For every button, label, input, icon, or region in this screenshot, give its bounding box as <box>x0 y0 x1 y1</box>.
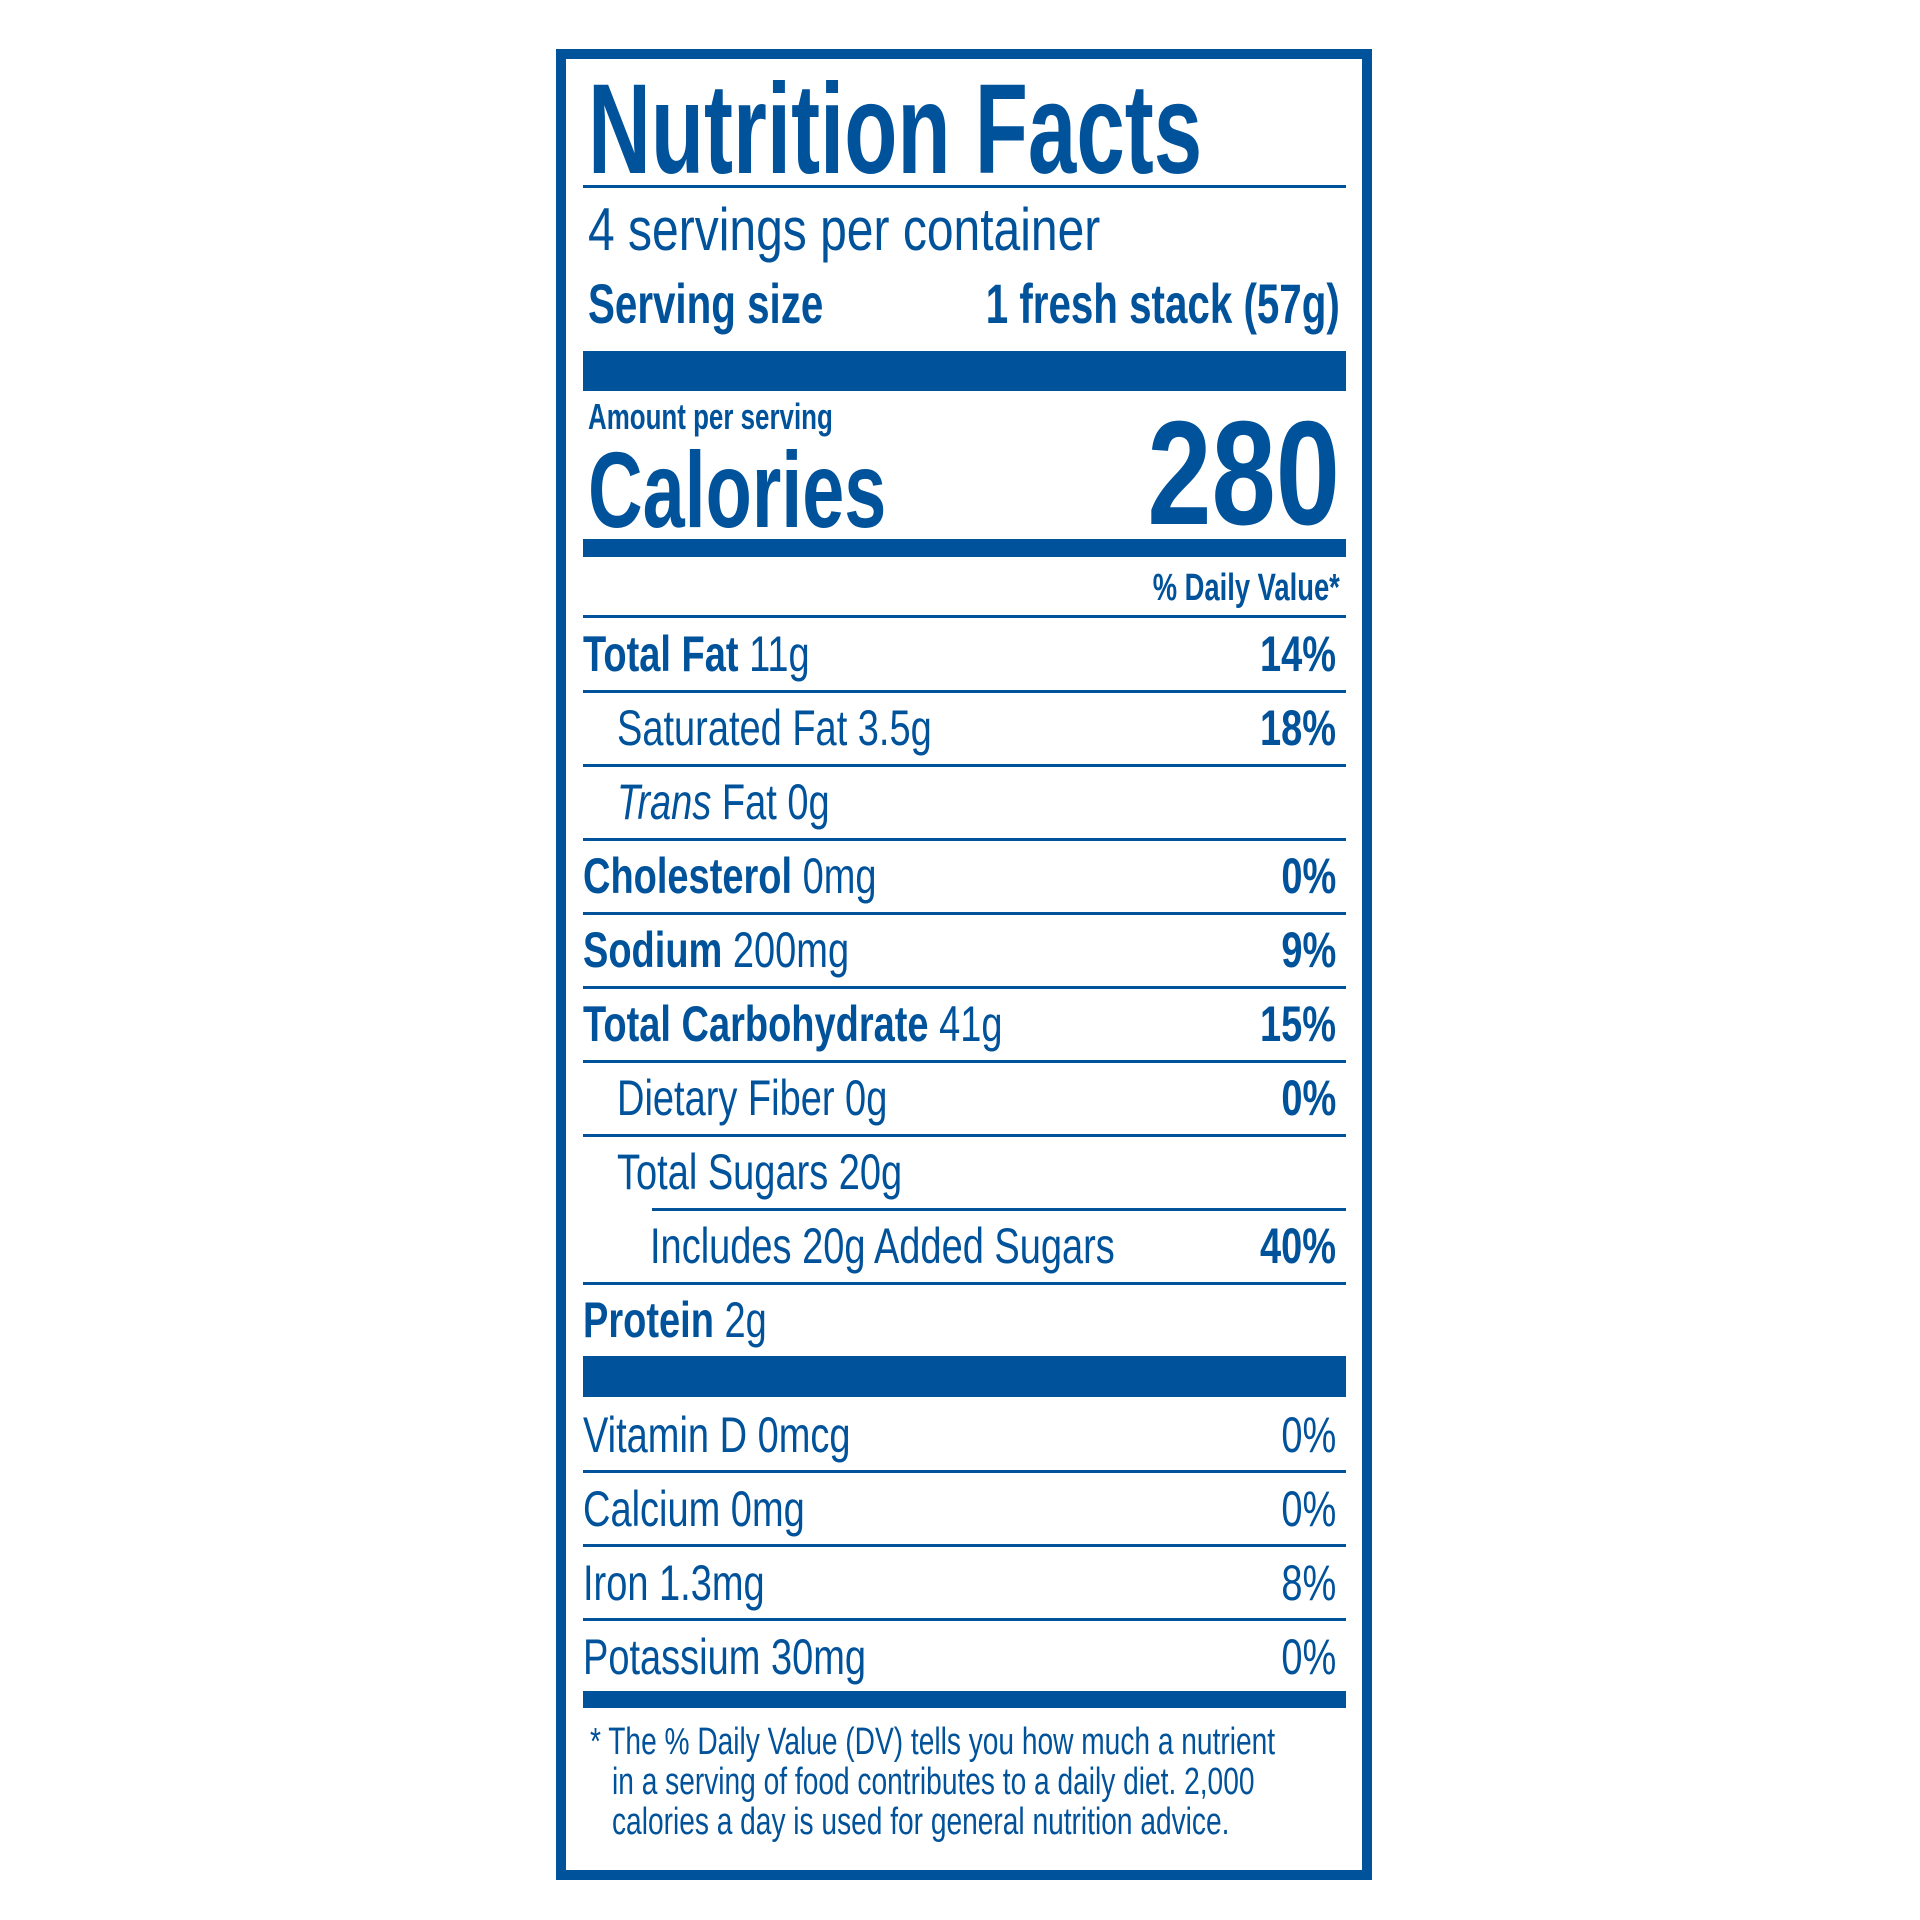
nutrient-dv: 0% <box>1281 1070 1336 1126</box>
vitamin-dv: 8% <box>1281 1555 1336 1611</box>
nutrient-amount: 11g <box>749 626 810 682</box>
nutrient-dv: 14% <box>1259 626 1336 682</box>
footnote: * The % Daily Value (DV) tells you how m… <box>590 1722 1516 1842</box>
divider <box>583 912 1346 915</box>
nutrient-amount: 200mg <box>732 922 850 978</box>
nutrient-row-sodium: Sodium 200mg 9% <box>583 913 1346 987</box>
nutrient-name: Dietary Fiber 0g <box>617 1070 888 1126</box>
nutrient-dv: 18% <box>1259 700 1336 756</box>
footnote-line: * The % Daily Value (DV) tells you how m… <box>590 1721 1276 1763</box>
nutrient-row-protein: Protein 2g <box>583 1283 1346 1357</box>
nutrient-name: Cholesterol <box>583 848 793 904</box>
vitamin-row-iron: Iron 1.3mg 8% <box>583 1546 1346 1620</box>
serving-size-label: Serving size <box>588 272 824 335</box>
serving-size-row: Serving size 1 fresh stack (57g) <box>588 272 1340 336</box>
thick-bar <box>583 351 1346 391</box>
vitamin-name: Vitamin D 0mcg <box>583 1407 851 1463</box>
nutrient-row-saturated-fat: Saturated Fat 3.5g 18% <box>583 691 1346 765</box>
vitamin-row-vitamin-d: Vitamin D 0mcg 0% <box>583 1398 1346 1472</box>
servings-per-container: 4 servings per container <box>588 198 1228 262</box>
nutrient-dv: 0% <box>1281 848 1336 904</box>
divider <box>583 1470 1346 1473</box>
nutrient-amount: 41g <box>939 996 1003 1052</box>
divider <box>583 185 1346 188</box>
nutrient-row-trans-fat: Trans Fat 0g <box>583 765 1346 839</box>
vitamin-row-potassium: Potassium 30mg 0% <box>583 1620 1346 1694</box>
divider <box>583 986 1346 989</box>
thick-bar <box>583 1356 1346 1397</box>
nutrient-name: Fat 0g <box>721 774 830 830</box>
amount-per-serving-text: Amount per serving <box>588 396 833 437</box>
medium-bar <box>583 1691 1346 1708</box>
nutrition-facts-panel <box>556 49 1372 1880</box>
nutrient-row-total-fat: Total Fat 11g 14% <box>583 617 1346 691</box>
nutrient-name: Saturated Fat 3.5g <box>617 700 932 756</box>
nutrient-name: Includes 20g Added Sugars <box>650 1218 1115 1274</box>
nutrient-dv: 9% <box>1281 922 1336 978</box>
nutrient-row-cholesterol: Cholesterol 0mg 0% <box>583 839 1346 913</box>
vitamin-name: Potassium 30mg <box>583 1629 867 1685</box>
calories-text: Calories <box>588 429 887 550</box>
calories-label: Calories <box>588 429 1014 550</box>
divider <box>583 1544 1346 1547</box>
nutrient-row-dietary-fiber: Dietary Fiber 0g 0% <box>583 1061 1346 1135</box>
nutrient-row-added-sugars: Includes 20g Added Sugars 40% <box>583 1209 1346 1283</box>
vitamin-name: Iron 1.3mg <box>583 1555 765 1611</box>
footnote-line: calories a day is used for general nutri… <box>612 1801 1230 1843</box>
divider <box>583 764 1346 767</box>
daily-value-header: % Daily Value* <box>1080 568 1340 608</box>
nutrient-name: Total Fat <box>583 626 739 682</box>
nutrient-amount: 0mg <box>802 848 877 904</box>
footnote-line: in a serving of food contributes to a da… <box>612 1761 1255 1803</box>
nutrient-dv: 40% <box>1259 1218 1336 1274</box>
divider <box>583 690 1346 693</box>
title-text: Nutrition Facts <box>588 58 1203 201</box>
nutrient-name: Total Sugars 20g <box>617 1144 903 1200</box>
nutrient-name-italic: Trans <box>617 774 712 830</box>
calories-value: 280 <box>1093 391 1340 556</box>
nutrient-name: Sodium <box>583 922 723 978</box>
divider <box>583 1060 1346 1063</box>
nutrient-name: Protein <box>583 1292 714 1348</box>
servings-text: 4 servings per container <box>588 196 1101 263</box>
title: Nutrition Facts <box>588 66 1491 194</box>
nutrient-amount: 2g <box>724 1292 767 1348</box>
divider <box>583 615 1346 618</box>
nutrient-row-total-carbohydrate: Total Carbohydrate 41g 15% <box>583 987 1346 1061</box>
nutrient-dv: 15% <box>1259 996 1336 1052</box>
daily-value-text: % Daily Value* <box>1152 567 1340 609</box>
divider <box>652 1208 1346 1211</box>
medium-bar <box>583 539 1346 557</box>
nutrient-row-total-sugars: Total Sugars 20g <box>583 1135 1346 1209</box>
divider <box>583 1618 1346 1621</box>
divider <box>583 838 1346 841</box>
serving-size-value: 1 fresh stack (57g) <box>985 272 1340 335</box>
vitamin-name: Calcium 0mg <box>583 1481 805 1537</box>
vitamin-dv: 0% <box>1281 1629 1336 1685</box>
divider <box>583 1282 1346 1285</box>
amount-per-serving: Amount per serving <box>588 398 928 436</box>
divider <box>583 1134 1346 1137</box>
vitamin-dv: 0% <box>1281 1481 1336 1537</box>
nutrient-name: Total Carbohydrate <box>583 996 929 1052</box>
calories-number: 280 <box>1147 391 1340 556</box>
vitamin-dv: 0% <box>1281 1407 1336 1463</box>
vitamin-row-calcium: Calcium 0mg 0% <box>583 1472 1346 1546</box>
